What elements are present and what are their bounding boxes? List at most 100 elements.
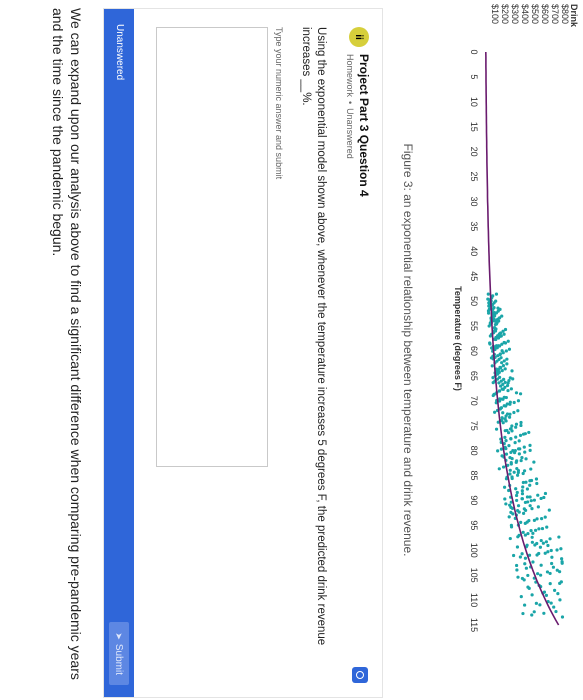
scatter-point [486, 297, 490, 301]
scatter-point [526, 500, 530, 504]
x-tick-label: 20 [469, 147, 479, 157]
scatter-point [498, 407, 502, 411]
scatter-point [505, 383, 510, 388]
scatter-point [531, 531, 535, 535]
scatter-point [555, 568, 559, 572]
x-tick-label: 35 [469, 221, 479, 231]
scatter-point [522, 603, 527, 607]
x-tick-label: 100 [469, 543, 479, 558]
scatter-point [493, 410, 497, 414]
scatter-point [528, 448, 532, 452]
x-tick-label: 70 [469, 396, 479, 406]
scatter-point [517, 439, 521, 443]
scatter-point [530, 593, 534, 597]
scatter-point [510, 424, 514, 428]
scatter-point [524, 480, 528, 484]
scatter-point [550, 561, 554, 566]
scatter-point [500, 418, 504, 423]
scatter-point [532, 498, 536, 502]
scatter-point [560, 615, 565, 619]
scatter-point [523, 508, 528, 512]
scatter-point [500, 342, 504, 346]
scatter-point [491, 307, 495, 311]
scatter-point [505, 357, 509, 361]
scatter-point [504, 349, 508, 353]
scatter-point [498, 352, 502, 356]
scatter-point [523, 562, 527, 566]
scatter-point [504, 452, 509, 456]
scatter-point [509, 437, 513, 441]
question-meta: Homework • Unanswered [345, 54, 355, 159]
scatter-point [531, 560, 535, 564]
x-tick-label: 30 [469, 196, 479, 206]
scatter-point [504, 477, 509, 481]
scatter-point [534, 601, 538, 605]
scatter-point [493, 345, 498, 350]
scatter-point [503, 435, 507, 440]
scatter-point [536, 505, 540, 509]
scatter-point [549, 548, 553, 553]
scatter-point [508, 376, 512, 380]
scatter-point [503, 380, 507, 384]
send-icon: ➤ [114, 632, 125, 640]
scatter-point [535, 481, 539, 486]
scatter-point [511, 512, 515, 516]
scatter-point [502, 485, 507, 489]
scatter-point [487, 324, 491, 328]
y-tick-label: $100 [490, 4, 500, 24]
scatter-point [510, 506, 515, 511]
scatter-point [494, 322, 499, 326]
scatter-point [536, 493, 540, 497]
submit-button[interactable]: ➤ Submit [109, 622, 129, 685]
scatter-point [514, 425, 518, 429]
x-tick-label: 0 [469, 49, 479, 54]
scatter-point [539, 563, 543, 567]
scatter-point [509, 462, 513, 466]
question-info-button[interactable] [352, 667, 368, 683]
question-status-label: Unanswered [345, 108, 355, 159]
scatter-point [541, 541, 545, 545]
scatter-point [528, 495, 532, 499]
x-tick-label: 65 [469, 371, 479, 381]
scatter-point [499, 447, 504, 451]
scatter-point [516, 409, 520, 413]
scatter-point [514, 487, 518, 491]
scatter-point [523, 556, 528, 560]
scatter-point [549, 601, 553, 605]
scatter-point [505, 412, 510, 416]
x-tick-label: 85 [469, 471, 479, 481]
x-tick-label: 50 [469, 296, 479, 306]
scatter-point [527, 553, 532, 557]
x-tick-label: 105 [469, 568, 479, 583]
scatter-point [497, 389, 502, 393]
x-axis-label: Temperature (degrees F) [453, 286, 463, 391]
scatter-point [533, 543, 537, 547]
scatter-point [515, 466, 519, 471]
scatter-point [519, 458, 523, 463]
scatter-chart: Drink $100 $200 $300 $400 $500 $600 $700 $800 0 5 1… [453, 4, 579, 632]
scatter-point [508, 412, 512, 416]
x-tick-label: 5 [469, 74, 479, 79]
scatter-point [558, 598, 562, 602]
scatter-point [510, 369, 514, 373]
scatter-point [554, 609, 558, 614]
scatter-point [490, 364, 494, 368]
scatter-point [515, 568, 519, 572]
scatter-point [507, 347, 512, 351]
scatter-point [530, 613, 534, 617]
y-tick-label: $600 [540, 4, 550, 24]
scatter-point [514, 422, 519, 426]
x-tick-label: 60 [469, 346, 479, 356]
scatter-point [499, 379, 503, 383]
scatter-point [519, 594, 523, 599]
scatter-point [548, 571, 552, 576]
scatter-point [539, 517, 544, 521]
y-tick-label: $300 [510, 4, 520, 24]
submit-label: Submit [113, 643, 125, 675]
scatter-point [518, 447, 522, 451]
scatter-point [516, 535, 520, 539]
scatter-point [500, 416, 504, 420]
x-tick-label: 10 [469, 97, 479, 107]
answer-input[interactable] [156, 27, 268, 467]
scatter-point [505, 428, 509, 433]
